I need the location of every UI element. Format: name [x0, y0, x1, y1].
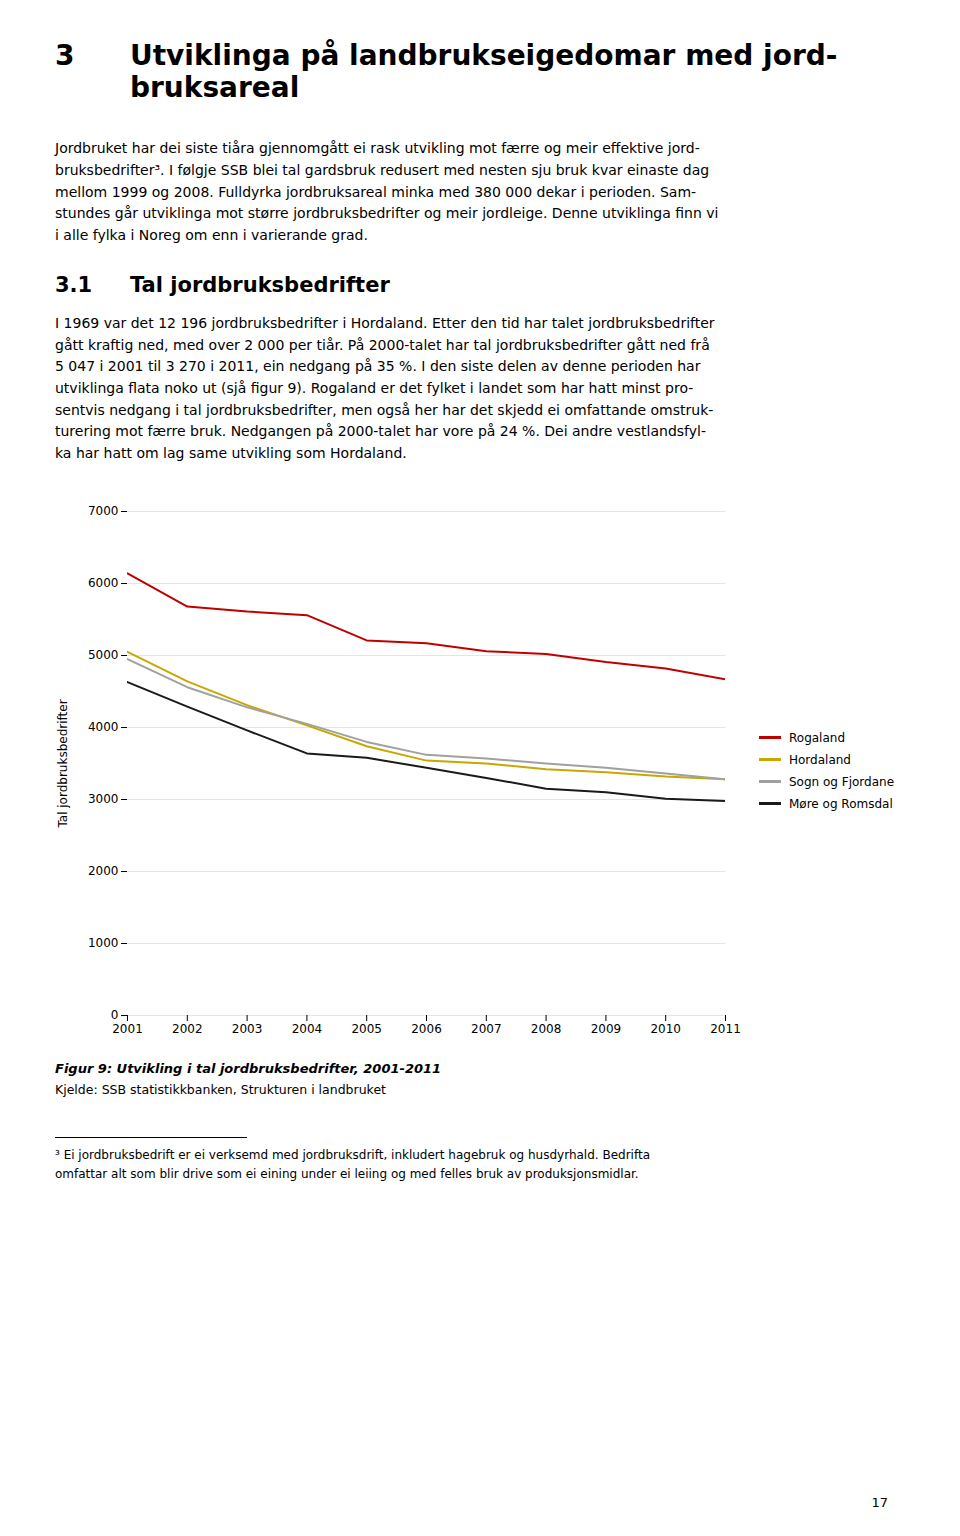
svg-text:7000: 7000	[88, 504, 119, 518]
svg-text:2006: 2006	[411, 1022, 442, 1036]
svg-text:6000: 6000	[88, 576, 119, 590]
svg-text:2002: 2002	[172, 1022, 203, 1036]
svg-text:2008: 2008	[531, 1022, 562, 1036]
html-text:Møre og Romsdal: Møre og Romsdal	[789, 796, 893, 811]
svg-text:2009: 2009	[591, 1022, 622, 1036]
html-text:Kjelde: SSB statistikkbanken,: Kjelde: SSB statistikkbanken, Strukturen…	[55, 1081, 386, 1097]
html-text:3: 3	[55, 39, 75, 72]
svg-text:2005: 2005	[351, 1022, 382, 1036]
svg-text:3000: 3000	[88, 792, 119, 806]
svg-text:2001: 2001	[112, 1022, 143, 1036]
svg-text:5000: 5000	[88, 648, 119, 662]
html-text:Tal jordbruksbedrifter: Tal jordbruksbedrifter	[130, 272, 390, 297]
html-text:3.1: 3.1	[55, 272, 93, 297]
svg-text:2007: 2007	[471, 1022, 502, 1036]
html-text:Jordbruket har dei siste tiåra: Jordbruket har dei siste tiåra gjennomgå…	[55, 140, 719, 244]
svg-text:4000: 4000	[88, 720, 119, 734]
html-text:Figur 9: Utvikling i tal jordb: Figur 9: Utvikling i tal jordbruksbedrif…	[55, 1060, 442, 1076]
svg-text:2000: 2000	[88, 864, 119, 878]
svg-text:1000: 1000	[88, 936, 119, 950]
svg-text:2011: 2011	[710, 1022, 741, 1036]
svg-text:0: 0	[111, 1008, 119, 1022]
svg-text:Tal jordbruksbedrifter: Tal jordbruksbedrifter	[56, 699, 70, 828]
svg-text:2003: 2003	[232, 1022, 263, 1036]
html-text:Sogn og Fjordane: Sogn og Fjordane	[789, 774, 894, 789]
html-text:Utviklinga på landbrukseigedom: Utviklinga på landbrukseigedomar med jor…	[130, 39, 838, 105]
svg-text:2004: 2004	[292, 1022, 323, 1036]
html-text:Rogaland: Rogaland	[789, 730, 845, 745]
html-text:³ Ei jordbruksbedrift er ei ve: ³ Ei jordbruksbedrift er ei verksemd med…	[55, 1147, 650, 1181]
html-text:Hordaland: Hordaland	[789, 752, 851, 767]
html-text:17: 17	[871, 1495, 888, 1510]
html-text:I 1969 var det 12 196 jordbruk: I 1969 var det 12 196 jordbruksbedrifter…	[55, 314, 715, 461]
svg-text:2010: 2010	[650, 1022, 681, 1036]
